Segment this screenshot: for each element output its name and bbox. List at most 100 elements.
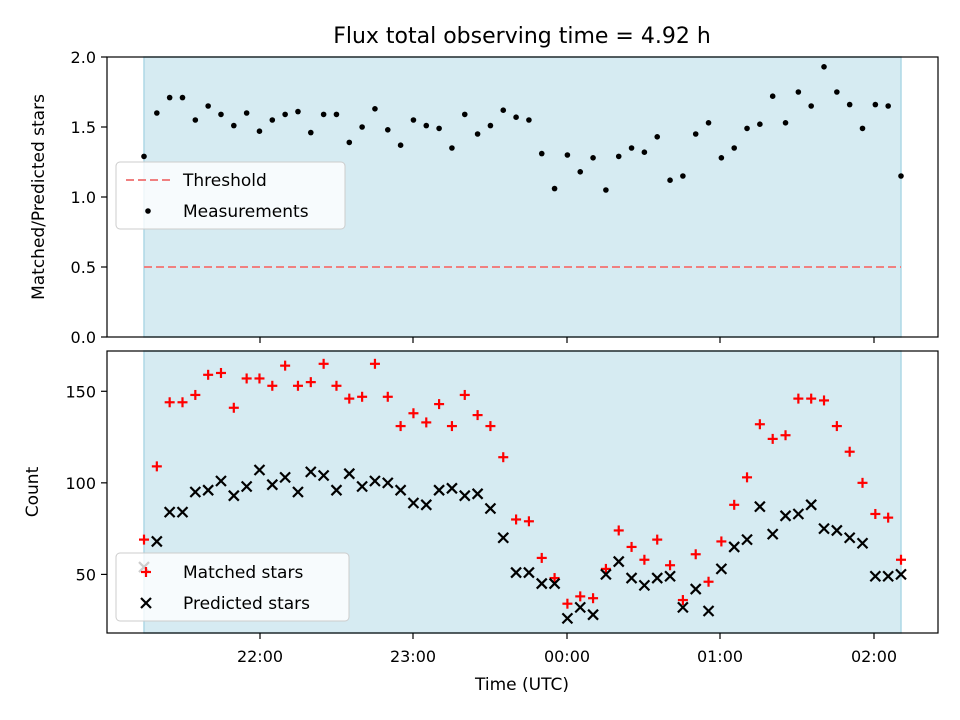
ratio-panel: 0.00.51.01.52.0 Matched/Predicted stars …: [29, 48, 939, 347]
matched-star-point: [588, 593, 599, 604]
measurement-point: [526, 117, 532, 123]
predicted-star-point: [356, 480, 368, 493]
legend-matched-swatch: [141, 567, 151, 577]
predicted-star-point: [638, 579, 651, 592]
predicted-star-point: [215, 475, 227, 487]
predicted-star-point: [369, 475, 381, 487]
count-y-tick-label: 100: [65, 474, 96, 493]
measurement-point: [513, 114, 519, 120]
count-legend: Matched stars Predicted stars: [115, 552, 350, 622]
predicted-star-point: [292, 486, 304, 498]
count-y-tick-label: 150: [65, 382, 96, 401]
predicted-star-point: [446, 482, 458, 495]
matched-star-point: [690, 549, 701, 560]
predicted-star-point: [766, 528, 779, 540]
predicted-star-point: [818, 522, 830, 535]
measurement-point: [795, 89, 802, 95]
count-x-tick-label: 00:00: [544, 647, 590, 666]
matched-star-point: [254, 373, 265, 384]
predicted-star-point: [895, 568, 907, 581]
measurement-point: [282, 111, 288, 118]
measurement-point: [449, 145, 455, 151]
measurements-series: [141, 64, 904, 193]
ratio-y-tick-label: 0.0: [71, 328, 96, 347]
measurement-point: [641, 149, 648, 155]
ratio-y-tick-label: 0.5: [71, 258, 96, 277]
matched-star-point: [498, 452, 509, 463]
ratio-legend-box: [115, 161, 346, 230]
measurement-point: [705, 120, 712, 126]
matched-star-point: [357, 391, 368, 402]
predicted-star-point: [228, 489, 240, 502]
measurement-point: [179, 94, 186, 101]
matched-star-point: [716, 536, 727, 547]
matched-star-point: [421, 417, 432, 428]
predicted-star-point: [843, 532, 856, 544]
predicted-star-point: [869, 570, 882, 583]
matched-star-point: [549, 573, 560, 584]
measurement-point: [680, 173, 686, 179]
measurement-point: [461, 111, 468, 118]
measurement-point: [859, 125, 866, 132]
matched-star-point: [331, 380, 342, 391]
predicted-star-point: [779, 510, 792, 522]
measurement-point: [487, 122, 494, 129]
matched-star-point: [215, 367, 226, 378]
matched-star-point: [780, 430, 791, 441]
count-x-axis: 22:00 23:00 00:00 01:00 02:00: [237, 633, 897, 666]
matched-star-point: [600, 563, 611, 574]
predicted-star-point: [253, 464, 266, 476]
predicted-star-point: [882, 570, 894, 583]
predicted-star-point: [612, 555, 625, 568]
predicted-star-point: [523, 566, 535, 579]
predicted-star-point: [600, 568, 612, 581]
matched-star-point: [267, 380, 278, 391]
legend-predicted-swatch: [140, 597, 152, 609]
matched-star-point: [767, 433, 778, 444]
predicted-star-point: [433, 484, 445, 496]
legend-measurements-label: Measurements: [183, 202, 309, 222]
matched-star-point: [665, 560, 676, 571]
predicted-star-point: [702, 605, 715, 617]
measurement-point: [154, 110, 160, 116]
matched-star-point: [754, 419, 765, 430]
predicted-star-point: [715, 563, 728, 575]
measurement-point: [564, 152, 571, 158]
predicted-star-point: [305, 466, 317, 478]
predicted-star-point: [664, 570, 676, 583]
measurement-point: [269, 117, 276, 123]
measurement-point: [295, 108, 301, 115]
predicted-star-point: [484, 502, 497, 515]
predicted-star-point: [317, 469, 330, 482]
matched-star-point: [395, 421, 406, 432]
matched-star-point: [228, 402, 239, 413]
measurement-point: [718, 155, 725, 161]
count-y-axis: 50 100 150: [65, 382, 107, 584]
measurement-point: [782, 120, 789, 126]
measurement-point: [346, 139, 353, 146]
predicted-star-point: [202, 484, 214, 496]
predicted-star-point: [805, 499, 817, 511]
measurement-point: [731, 145, 738, 151]
matched-star-point: [344, 393, 355, 404]
measurement-point: [846, 101, 853, 108]
matched-star-point: [729, 499, 740, 510]
matched-star-point: [575, 591, 586, 602]
predicted-star-point: [176, 506, 189, 518]
measurement-point: [692, 131, 699, 137]
measurement-point: [667, 177, 673, 183]
measurement-point: [808, 103, 814, 109]
matched-star-point: [896, 554, 906, 565]
measurement-point: [834, 89, 840, 95]
measurement-point: [359, 124, 365, 130]
count-legend-box: [115, 552, 350, 622]
matched-star-point: [318, 358, 329, 369]
matched-star-point: [626, 541, 637, 552]
predicted-star-point: [754, 500, 766, 513]
predicted-star-point: [343, 467, 356, 480]
measurement-point: [231, 122, 237, 129]
ratio-y-tick-label: 2.0: [71, 48, 96, 67]
matched-star-point: [639, 554, 650, 565]
legend-matched-label: Matched stars: [183, 563, 303, 583]
matched-star-point: [177, 397, 188, 408]
